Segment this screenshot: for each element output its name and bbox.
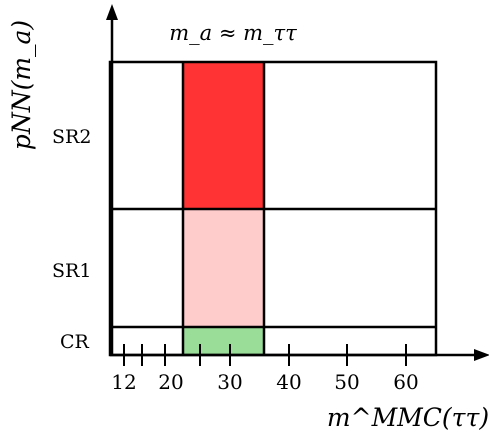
x-axis-ticks [123,344,407,366]
x-tick-label-50: 50 [334,370,359,394]
x-axis-title: m^MMC(ττ) [327,403,489,432]
x-axis-arrowhead [474,349,489,361]
sr2-mass-window [183,62,264,209]
region-label-cr: CR [60,331,90,353]
y-axis-arrowhead [106,4,118,20]
y-axis-title: pNN(m_a) [7,20,36,150]
region-label-sr1: SR1 [52,260,91,282]
x-tick-label-12: 12 [111,370,136,394]
x-tick-label-20: 20 [158,370,183,394]
sr1-mass-window [183,209,264,327]
x-tick-label-30: 30 [217,370,242,394]
mass-window-annotation: m_a ≈ m_ττ [169,21,297,45]
region-label-sr2: SR2 [52,126,91,148]
x-tick-label-60: 60 [393,370,418,394]
x-tick-label-40: 40 [276,370,301,394]
cr-mass-window [183,327,264,355]
